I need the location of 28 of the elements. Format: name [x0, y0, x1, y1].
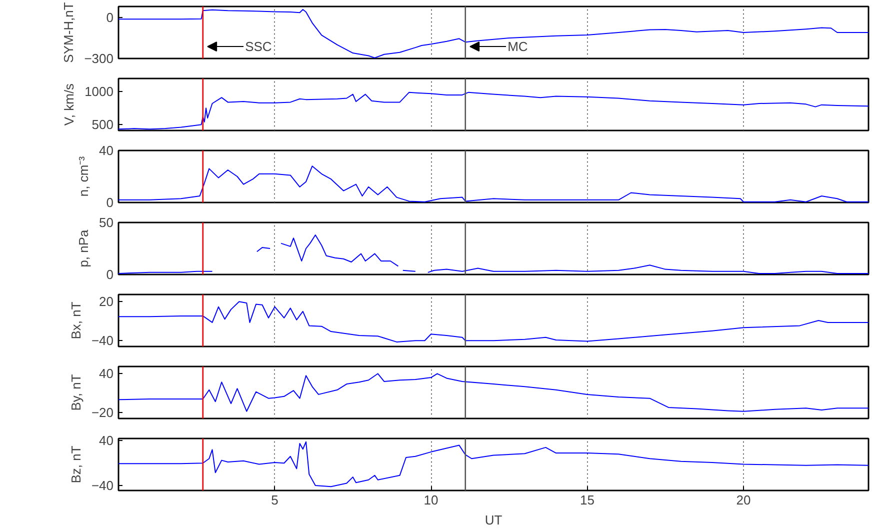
y-axis-title: By, nT	[68, 374, 84, 411]
ref-line-label: MC	[508, 39, 528, 54]
x-tick-label: 20	[736, 492, 751, 508]
x-axis-title: UT	[484, 512, 502, 528]
y-axis-title: V, km/s	[62, 82, 77, 126]
x-tick-label: 5	[271, 492, 278, 508]
y-tick-label: −40	[91, 478, 114, 493]
x-tick-label: 10	[424, 492, 438, 508]
y-tick-label: 0	[106, 267, 114, 282]
y-axis-title: Bz, nT	[68, 446, 84, 484]
y-tick-label: −300	[84, 51, 114, 66]
y-tick-label: 40	[99, 366, 114, 382]
y-tick-label: 40	[99, 143, 114, 158]
y-tick-label: 0	[106, 10, 114, 25]
y-tick-label: 0	[106, 195, 114, 210]
y-tick-label: 40	[99, 433, 114, 448]
x-tick-label: 15	[580, 492, 594, 508]
ref-line-label: SSC	[245, 39, 272, 54]
y-axis-title: Bx, nT	[68, 302, 84, 340]
y-tick-label: 1000	[84, 84, 114, 100]
y-axis-title: n, cm⁻³	[76, 156, 92, 197]
y-tick-label: −20	[91, 405, 114, 420]
y-tick-label: −40	[91, 333, 114, 348]
y-tick-label: 20	[99, 294, 114, 310]
y-axis-title: p, nPa	[76, 228, 92, 268]
y-axis-title: SYM-H,nT	[61, 2, 76, 63]
y-tick-label: 500	[92, 117, 114, 132]
y-tick-label: 50	[99, 215, 114, 230]
